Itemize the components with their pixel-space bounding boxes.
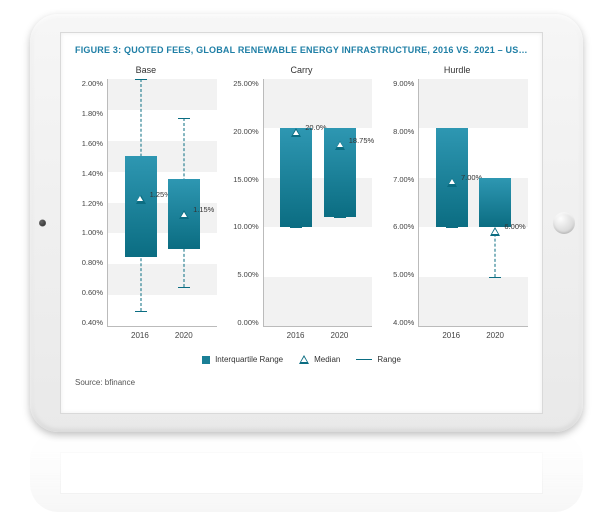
y-tick-label: 10.00% [231,222,259,231]
x-tick-label: 2016 [131,331,149,340]
chart-panel: Base 2.00% 1.80% 1.60% 1.40% 1.20% 1.00% 0.80% 0… [75,65,217,343]
y-tick-label: 1.20% [75,199,103,208]
chart-panel: Hurdle 9.00% 8.00% 7.00% 6.00% 5.00% 4.00% 7.00… [386,65,528,343]
category: 1.15% [168,79,200,326]
y-tick-label: 1.60% [75,139,103,148]
triangle-icon [335,141,345,150]
triangle-icon [179,210,189,219]
whisker-cap [135,311,147,312]
y-tick-label: 7.00% [386,175,414,184]
chart-panels: Base 2.00% 1.80% 1.60% 1.40% 1.20% 1.00% 0.80% 0… [75,65,528,343]
x-axis: 2016 2020 [231,331,373,343]
y-tick-label: 4.00% [386,318,414,327]
category: 7.00% [436,79,468,326]
plot-area: 7.00% 6.00% [418,79,528,327]
median-label: 18.75% [349,136,374,145]
y-tick-label: 25.00% [231,79,259,88]
y-tick-label: 1.40% [75,169,103,178]
whisker-cap [446,227,458,228]
y-tick-label: 6.00% [386,222,414,231]
y-axis: 2.00% 1.80% 1.60% 1.40% 1.20% 1.00% 0.80% 0.60%… [75,79,107,327]
median-label: 1.15% [193,205,214,214]
legend-range-label: Range [377,355,401,364]
iqr-bar [280,128,312,227]
x-tick-label: 2020 [486,331,504,340]
y-tick-label: 0.60% [75,288,103,297]
triangle-icon [490,227,500,236]
x-tick-label: 2016 [442,331,460,340]
plot-area: 1.25% 1.15% [107,79,217,327]
y-tick-label: 5.00% [231,270,259,279]
legend: Interquartile Range Median Range [75,355,528,364]
triangle-icon [447,178,457,187]
whisker-cap [178,118,190,119]
triangle-icon [291,128,301,137]
screen: FIGURE 3: QUOTED FEES, GLOBAL RENEWABLE … [60,32,543,414]
y-tick-label: 0.40% [75,318,103,327]
legend-median-label: Median [314,355,340,364]
chart-panel: Carry25.00%20.00%15.00%10.00%5.00%0.00%2… [231,65,373,343]
panel-title: Base [75,65,217,75]
legend-range: Range [356,355,401,364]
x-tick-label: 2020 [331,331,349,340]
x-tick-label: 2020 [175,331,193,340]
legend-range-icon [356,359,372,360]
y-axis: 25.00% 20.00% 15.00% 10.00% 5.00% 0.00% [231,79,263,327]
whisker-cap [489,277,501,278]
source-line: Source: bfinance [75,378,528,387]
triangle-icon [136,195,146,204]
whisker-cap [178,287,190,288]
y-tick-label: 2.00% [75,79,103,88]
plot-area: 20.0% 18.75% [263,79,373,327]
x-axis: 2016 2020 [75,331,217,343]
home-button[interactable] [553,212,575,234]
y-tick-label: 5.00% [386,270,414,279]
y-tick-label: 1.00% [75,228,103,237]
category: 6.00% [479,79,511,326]
y-tick-label: 1.80% [75,109,103,118]
camera-dot [39,220,46,227]
legend-median-icon [299,355,309,364]
legend-iqr: Interquartile Range [202,355,283,364]
legend-iqr-swatch [202,356,210,364]
legend-median: Median [299,355,340,364]
whisker-cap [290,227,302,228]
y-tick-label: 20.00% [231,127,259,136]
y-tick-label: 0.00% [231,318,259,327]
category: 20.0% [280,79,312,326]
category: 18.75% [324,79,356,326]
whisker-cap [334,217,346,218]
y-axis: 9.00% 8.00% 7.00% 6.00% 5.00% 4.00% [386,79,418,327]
y-tick-label: 15.00% [231,175,259,184]
iqr-bar [125,156,157,256]
whisker-cap [135,79,147,80]
median-label: 6.00% [504,222,525,231]
category: 1.25% [125,79,157,326]
panel-title: Hurdle [386,65,528,75]
y-tick-label: 9.00% [386,79,414,88]
y-tick-label: 8.00% [386,127,414,136]
x-axis: 2016 2020 [386,331,528,343]
chart-wrap: 25.00% 20.00% 15.00% 10.00% 5.00% 0.00% 20.0% 1… [231,79,373,327]
x-tick-label: 2016 [287,331,305,340]
legend-iqr-label: Interquartile Range [215,355,283,364]
device-reflection [30,432,583,512]
iqr-bar [479,178,511,227]
figure-title: FIGURE 3: QUOTED FEES, GLOBAL RENEWABLE … [75,45,528,55]
chart-wrap: 9.00% 8.00% 7.00% 6.00% 5.00% 4.00% 7.00% 6.00% [386,79,528,327]
y-tick-label: 0.80% [75,258,103,267]
chart-wrap: 2.00% 1.80% 1.60% 1.40% 1.20% 1.00% 0.80% 0.60%… [75,79,217,327]
panel-title: Carry [231,65,373,75]
tablet-frame: FIGURE 3: QUOTED FEES, GLOBAL RENEWABLE … [30,14,583,432]
